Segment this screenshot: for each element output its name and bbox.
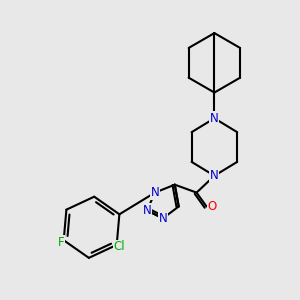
Text: N: N xyxy=(158,212,167,225)
Text: N: N xyxy=(210,169,219,182)
Text: O: O xyxy=(208,200,217,213)
Text: Cl: Cl xyxy=(114,240,125,254)
Text: F: F xyxy=(57,236,64,249)
Text: N: N xyxy=(151,186,159,199)
Text: N: N xyxy=(210,112,219,125)
Text: N: N xyxy=(143,204,152,217)
